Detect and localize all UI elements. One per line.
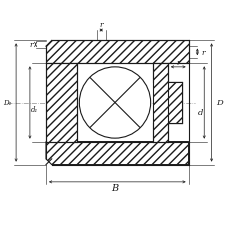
Text: r: r xyxy=(201,49,205,57)
Text: D₁: D₁ xyxy=(3,99,11,107)
Text: d₁: d₁ xyxy=(31,106,38,114)
Polygon shape xyxy=(46,41,188,64)
Text: D: D xyxy=(215,99,222,107)
Text: r: r xyxy=(176,59,179,66)
Bar xyxy=(167,82,181,124)
Text: r: r xyxy=(30,41,33,49)
Polygon shape xyxy=(152,64,181,142)
Text: B: B xyxy=(111,183,118,192)
Polygon shape xyxy=(46,142,188,165)
Text: d: d xyxy=(197,108,202,116)
Polygon shape xyxy=(46,64,77,142)
Text: r: r xyxy=(99,21,103,29)
Circle shape xyxy=(79,68,150,139)
